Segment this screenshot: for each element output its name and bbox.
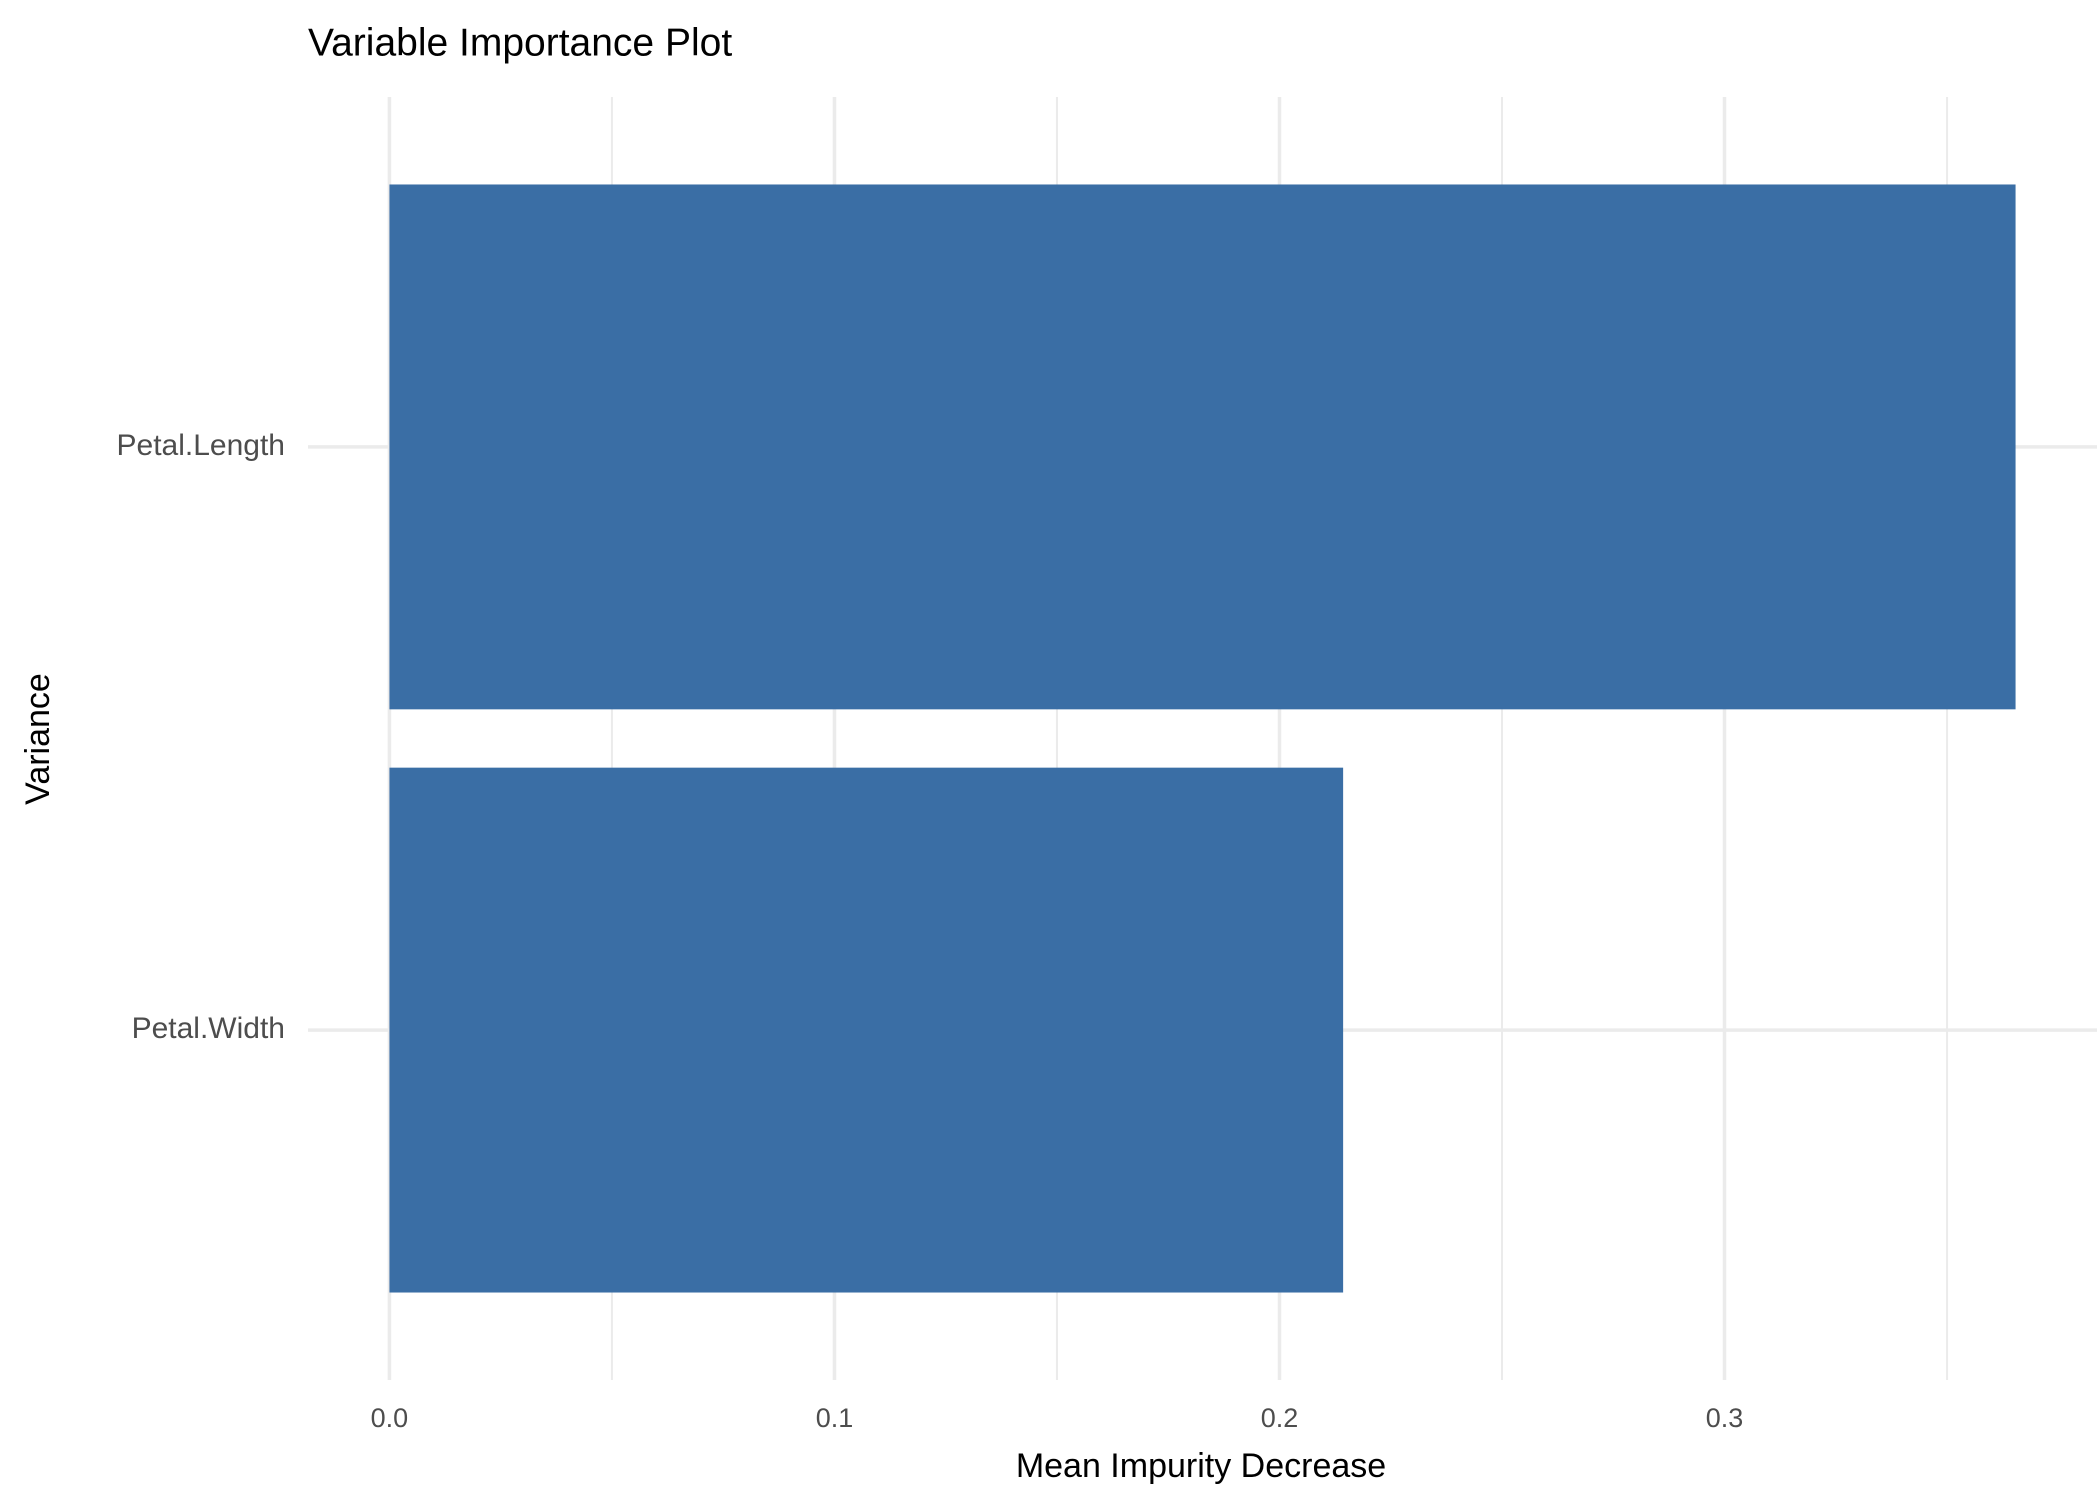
bar [389, 767, 1344, 1293]
chart-title: Variable Importance Plot [308, 21, 732, 64]
x-tick-label: 0.2 [1261, 1403, 1299, 1433]
x-axis-title: Mean Impurity Decrease [1016, 1447, 1386, 1485]
y-tick-label: Petal.Width [132, 1012, 285, 1045]
x-tick-label: 0.3 [1706, 1403, 1744, 1433]
y-axis-title: Variance [19, 673, 57, 805]
y-tick-label: Petal.Length [117, 429, 285, 462]
x-tick-label: 0.0 [371, 1403, 409, 1433]
bar [389, 184, 2016, 710]
x-tick-label: 0.1 [816, 1403, 854, 1433]
